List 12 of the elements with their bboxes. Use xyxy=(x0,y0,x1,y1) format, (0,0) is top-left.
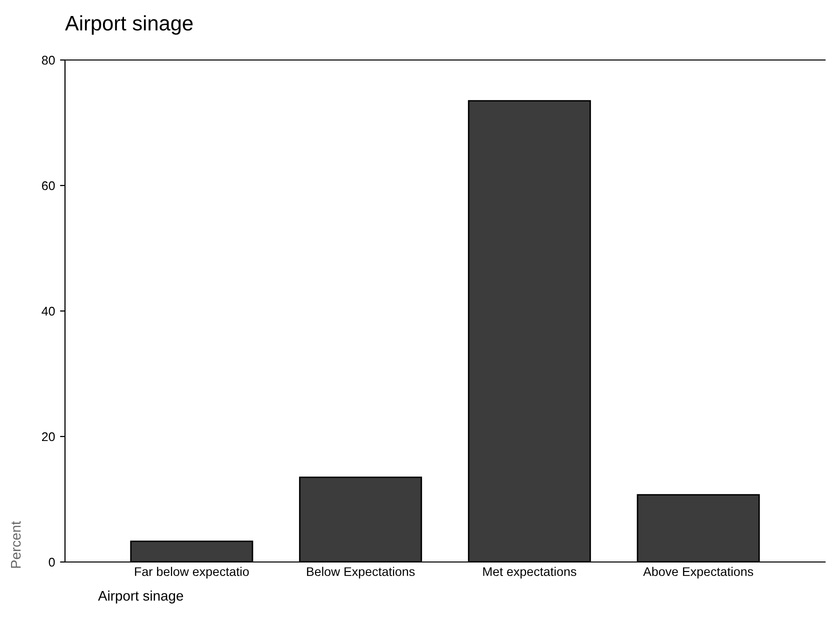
x-tick-label: Met expectations xyxy=(483,566,576,579)
y-tick-label: 0 xyxy=(48,558,55,567)
x-axis-title: Airport sinage xyxy=(98,590,184,604)
x-tick-label: Below Expectations xyxy=(307,566,415,579)
y-tick-label: 80 xyxy=(42,56,55,65)
y-tick-label: 20 xyxy=(42,432,55,442)
x-tick-label: Far below expectatio xyxy=(135,566,249,579)
y-tick-label: 60 xyxy=(42,181,55,190)
chart-title: Airport sinage xyxy=(65,15,193,35)
y-tick-label: 40 xyxy=(42,306,55,316)
x-tick-label: Above Expectations xyxy=(643,566,754,579)
y-axis-title: Percent xyxy=(11,521,21,568)
